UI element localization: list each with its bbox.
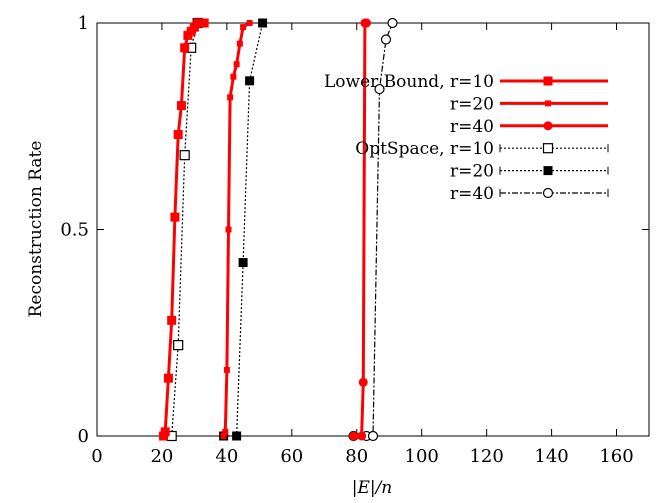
data-point: [374, 83, 385, 95]
data-point: [176, 101, 186, 111]
data-point: [233, 61, 240, 68]
x-tick-label: 40: [215, 446, 238, 467]
data-point: [245, 76, 255, 86]
y-tick-label: 0.5: [60, 220, 89, 241]
legend-marker: [545, 100, 551, 107]
legend-label: r=20: [450, 94, 494, 114]
legend-label: r=40: [450, 117, 494, 137]
legend-entry: Lower Bound, r=10: [324, 72, 608, 92]
data-point: [357, 431, 367, 441]
x-axis-label: |E|/n: [352, 478, 393, 498]
x-tick-label: 120: [469, 446, 503, 467]
data-point: [170, 212, 180, 222]
x-tick-label: 140: [534, 446, 568, 467]
legend-marker: [543, 166, 553, 176]
data-point: [160, 427, 170, 437]
data-point: [232, 431, 242, 441]
series-line: [353, 22, 394, 437]
data-point: [180, 43, 190, 53]
x-tick-label: 20: [150, 446, 173, 467]
series-1: [220, 20, 253, 439]
data-point: [362, 18, 372, 28]
data-point: [258, 18, 268, 28]
legend-entry: r=20: [450, 162, 609, 182]
data-point: [179, 150, 190, 161]
ticks: 0 20 40 60 80 100 120 140 160 0 0.5 1: [60, 13, 649, 467]
series-2: [349, 18, 372, 441]
series-line: [222, 21, 251, 437]
legend-label: r=40: [450, 184, 494, 204]
data-point: [246, 20, 253, 26]
data-point: [173, 340, 184, 351]
legend-label: Lower Bound, r=10: [324, 72, 494, 92]
data-point: [349, 431, 359, 441]
data-point: [167, 315, 177, 325]
x-tick-label: 60: [280, 446, 303, 467]
data-point: [173, 130, 183, 140]
x-tick-label: 160: [599, 446, 633, 467]
data-point: [199, 18, 209, 28]
x-tick-label: 100: [405, 446, 439, 467]
data-point: [223, 366, 230, 373]
legend-label: r=20: [450, 162, 494, 182]
legend-marker: [542, 187, 554, 199]
data-point: [367, 430, 379, 442]
data-point: [358, 377, 368, 387]
data-point: [225, 226, 232, 233]
y-tick-label: 0: [78, 426, 89, 447]
data-point: [380, 34, 392, 45]
legend-marker: [542, 143, 554, 154]
y-axis-label: Reconstruction Rate: [26, 141, 46, 318]
legend-entry: r=40: [450, 117, 608, 137]
legend-entry: r=40: [450, 184, 609, 204]
data-point: [227, 94, 234, 101]
data-point: [238, 258, 248, 268]
y-tick-label: 1: [78, 13, 89, 34]
data-point: [163, 373, 173, 383]
legend-marker: [543, 121, 553, 131]
series-0: [159, 18, 209, 441]
data-point: [230, 73, 237, 80]
legend-entry: OptSpace, r=10: [355, 139, 609, 159]
series-layer: [159, 17, 398, 442]
legend-label: OptSpace, r=10: [355, 139, 494, 159]
legend-marker: [543, 76, 553, 86]
data-point: [222, 428, 229, 435]
x-tick-label: 80: [345, 446, 368, 467]
legend-entry: r=20: [450, 94, 608, 114]
x-tick-label: 0: [91, 446, 102, 467]
data-point: [220, 433, 227, 439]
data-point: [236, 40, 243, 47]
data-point: [387, 17, 398, 29]
data-point: [240, 24, 247, 31]
